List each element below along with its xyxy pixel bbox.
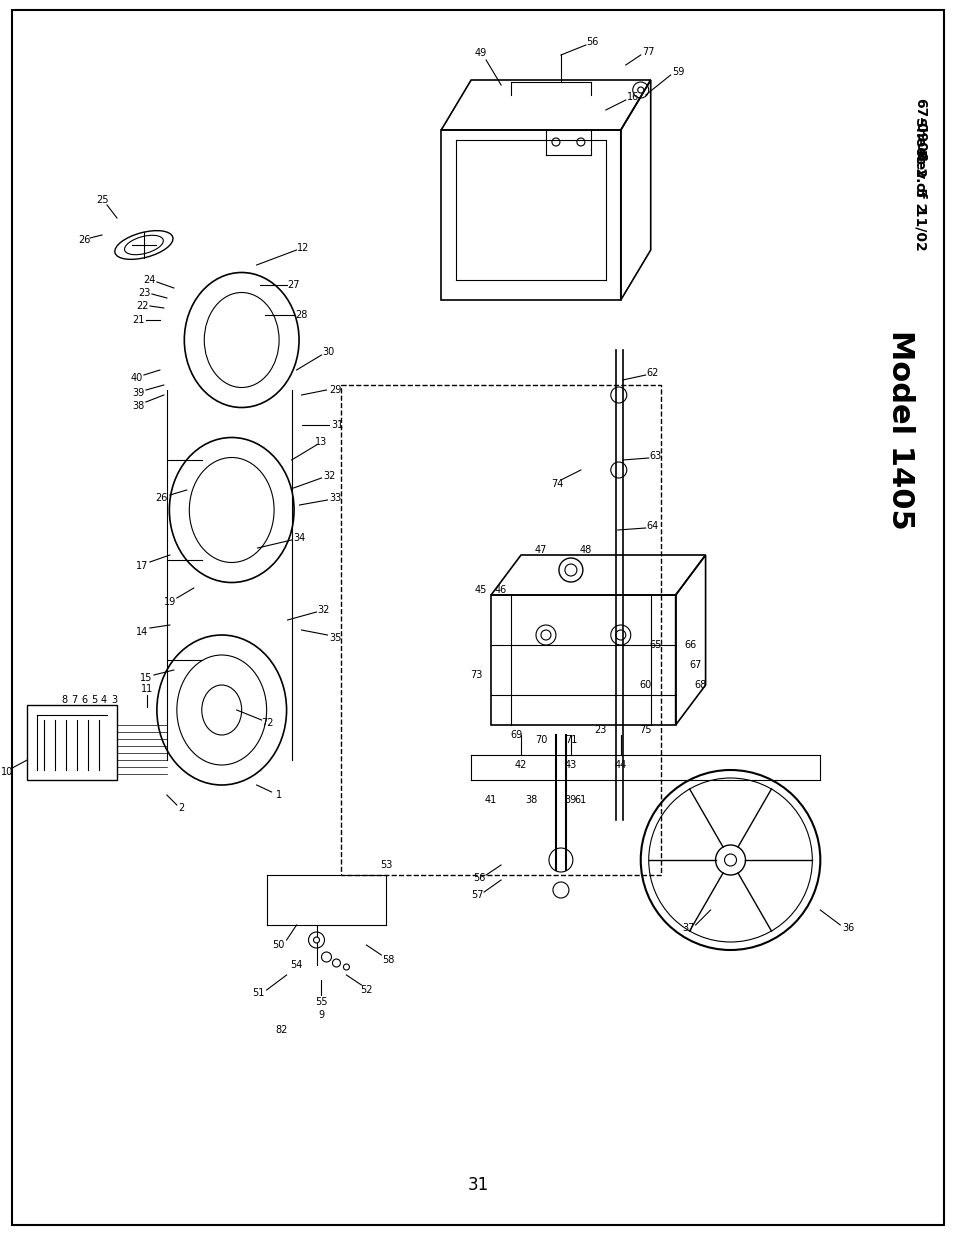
Text: 69: 69 bbox=[509, 730, 521, 740]
Text: Model 1405: Model 1405 bbox=[884, 330, 914, 530]
Text: 35: 35 bbox=[329, 634, 341, 643]
Text: 82: 82 bbox=[275, 1025, 288, 1035]
Text: 49: 49 bbox=[475, 48, 487, 58]
Text: 26: 26 bbox=[78, 235, 91, 245]
Text: 64: 64 bbox=[646, 521, 659, 531]
Text: 50: 50 bbox=[273, 940, 285, 950]
Circle shape bbox=[723, 853, 736, 866]
Text: 28: 28 bbox=[295, 310, 308, 320]
Text: 73: 73 bbox=[470, 671, 482, 680]
Text: 13: 13 bbox=[315, 437, 327, 447]
Text: 48: 48 bbox=[579, 545, 592, 555]
Text: 44: 44 bbox=[614, 760, 626, 769]
Text: 38: 38 bbox=[524, 795, 537, 805]
Text: 31: 31 bbox=[331, 420, 343, 430]
Text: 7: 7 bbox=[71, 695, 77, 705]
Text: 77: 77 bbox=[641, 47, 655, 57]
Text: 70: 70 bbox=[535, 735, 547, 745]
Text: 57: 57 bbox=[471, 890, 483, 900]
Text: 10: 10 bbox=[1, 767, 13, 777]
Text: 23: 23 bbox=[138, 288, 151, 298]
Text: 40: 40 bbox=[131, 373, 143, 383]
Text: 47: 47 bbox=[535, 545, 547, 555]
Text: 60: 60 bbox=[639, 680, 651, 690]
Text: 75: 75 bbox=[639, 725, 651, 735]
Text: 19: 19 bbox=[164, 597, 175, 606]
Text: 32: 32 bbox=[317, 605, 330, 615]
Text: 71: 71 bbox=[564, 735, 577, 745]
Text: 74: 74 bbox=[550, 479, 562, 489]
Text: 66: 66 bbox=[684, 640, 696, 650]
Text: 1: 1 bbox=[275, 790, 281, 800]
Text: 16: 16 bbox=[626, 91, 639, 103]
Text: 3: 3 bbox=[111, 695, 117, 705]
Text: 51: 51 bbox=[253, 988, 265, 998]
Text: 39: 39 bbox=[564, 795, 577, 805]
Text: 67-0906: 67-0906 bbox=[912, 99, 926, 162]
Text: 52: 52 bbox=[360, 986, 373, 995]
Text: 68: 68 bbox=[694, 680, 706, 690]
Text: 29: 29 bbox=[329, 385, 341, 395]
Text: 56: 56 bbox=[473, 873, 485, 883]
Text: 54: 54 bbox=[290, 960, 302, 969]
Text: 24: 24 bbox=[144, 275, 156, 285]
Text: 26: 26 bbox=[155, 493, 168, 503]
Text: 36: 36 bbox=[841, 923, 854, 932]
Text: 8: 8 bbox=[61, 695, 67, 705]
Text: 32: 32 bbox=[323, 471, 335, 480]
Text: 53: 53 bbox=[379, 860, 392, 869]
Text: 42: 42 bbox=[515, 760, 527, 769]
Text: 59: 59 bbox=[672, 67, 684, 77]
Text: 31: 31 bbox=[467, 1176, 488, 1194]
Text: 37: 37 bbox=[681, 923, 694, 932]
Text: 33: 33 bbox=[329, 493, 341, 503]
Text: 62: 62 bbox=[646, 368, 659, 378]
Text: 27: 27 bbox=[287, 280, 299, 290]
Text: 39: 39 bbox=[132, 388, 145, 398]
Text: 6: 6 bbox=[81, 695, 87, 705]
Text: 58: 58 bbox=[382, 955, 395, 965]
Text: 45: 45 bbox=[475, 585, 487, 595]
Text: 2: 2 bbox=[178, 803, 185, 813]
Circle shape bbox=[637, 86, 643, 93]
Text: 15: 15 bbox=[139, 673, 152, 683]
Text: 72: 72 bbox=[261, 718, 274, 727]
Text: Rev. 5  11/02: Rev. 5 11/02 bbox=[912, 149, 926, 251]
Text: 23: 23 bbox=[594, 725, 606, 735]
Text: 25: 25 bbox=[95, 195, 108, 205]
Text: 4: 4 bbox=[101, 695, 107, 705]
Circle shape bbox=[314, 937, 319, 944]
Text: 9: 9 bbox=[318, 1010, 324, 1020]
Text: 41: 41 bbox=[484, 795, 497, 805]
Text: 11: 11 bbox=[141, 684, 152, 694]
Text: 43: 43 bbox=[564, 760, 577, 769]
Text: 61: 61 bbox=[574, 795, 586, 805]
Text: 63: 63 bbox=[649, 451, 661, 461]
Text: 30: 30 bbox=[322, 347, 335, 357]
Text: 12: 12 bbox=[297, 243, 310, 253]
Text: 22: 22 bbox=[136, 301, 149, 311]
Text: 56: 56 bbox=[586, 37, 598, 47]
Text: 5: 5 bbox=[91, 695, 97, 705]
Text: 55: 55 bbox=[314, 997, 328, 1007]
Text: 65: 65 bbox=[649, 640, 661, 650]
Text: 17: 17 bbox=[135, 561, 148, 571]
Text: 34: 34 bbox=[294, 534, 305, 543]
Text: 14: 14 bbox=[135, 627, 148, 637]
Text: Sheet 2 of 2: Sheet 2 of 2 bbox=[912, 117, 926, 212]
Text: 46: 46 bbox=[495, 585, 507, 595]
Text: 67: 67 bbox=[689, 659, 701, 671]
Text: 38: 38 bbox=[132, 401, 145, 411]
Bar bbox=[28, 705, 117, 781]
Bar bbox=[341, 385, 660, 876]
Text: 21: 21 bbox=[132, 315, 145, 325]
